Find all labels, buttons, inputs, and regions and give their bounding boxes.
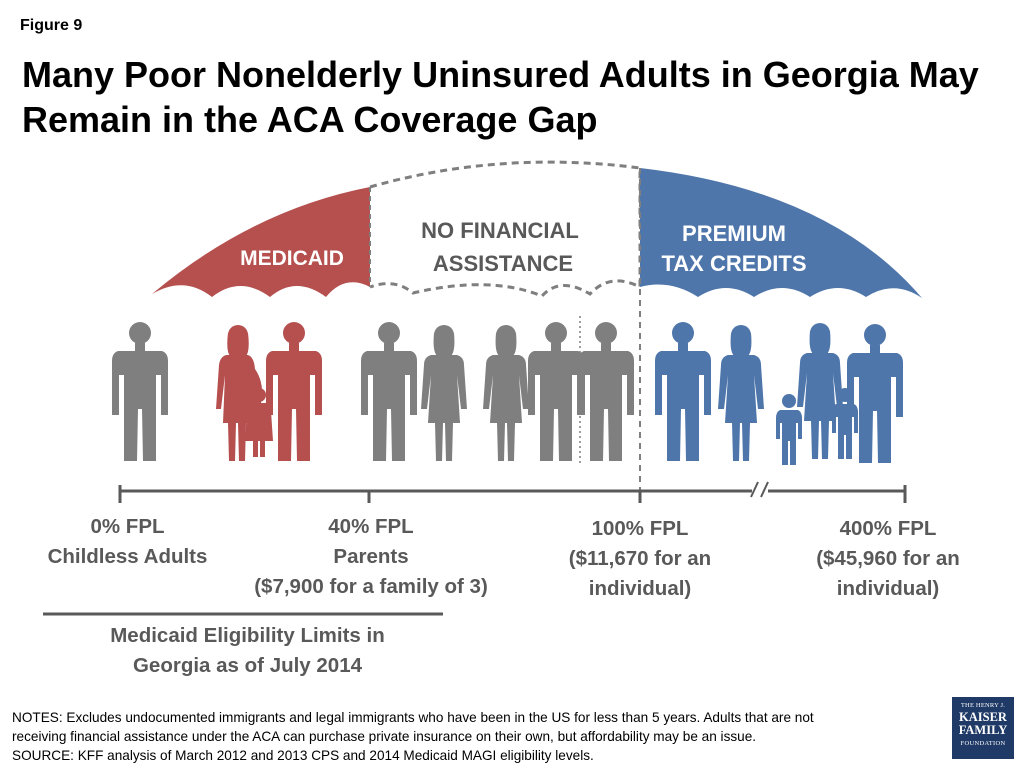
credits-man-silhouette: [655, 322, 711, 461]
fpl40-amount: ($7,900 for a family of 3): [254, 575, 488, 598]
gap-woman-2-silhouette: [483, 325, 529, 461]
kff-logo: THE HENRY J. KAISER FAMILY FOUNDATION: [952, 697, 1014, 759]
tax-credits-label-1: PREMIUM: [682, 221, 786, 246]
chart-title: Many Poor Nonelderly Uninsured Adults in…: [22, 54, 979, 140]
eligibility-caption: Medicaid Eligibility Limits in Georgia a…: [60, 621, 435, 681]
axis-break-mark-2: [760, 481, 769, 498]
eligibility-caption-line2: Georgia as of July 2014: [132, 654, 363, 677]
fpl400-amount: ($45,960 for an: [816, 547, 960, 570]
credits-child-2-silhouette: [832, 388, 858, 459]
tax-credits-canopy: [640, 168, 922, 298]
fpl100-percent: 100% FPL: [591, 517, 689, 540]
logo-line-1: THE HENRY J.: [960, 702, 1006, 709]
fpl0-group: Childless Adults: [47, 545, 208, 568]
gap-woman-1-silhouette: [421, 325, 467, 461]
father-silhouette: [266, 322, 322, 461]
fpl400-percent: 400% FPL: [839, 517, 937, 540]
childless-adult-silhouette: [112, 322, 168, 461]
medicaid-label: MEDICAID: [240, 247, 344, 270]
fpl100-label: 100% FPL ($11,670 for an individual): [540, 514, 740, 604]
credits-woman-silhouette: [718, 325, 764, 461]
logo-line-3: FAMILY: [958, 723, 1008, 737]
notes-line-1: NOTES: Excludes undocumented immigrants …: [12, 710, 814, 725]
no-assistance-canopy: [369, 160, 642, 298]
notes-line-2: receiving financial assistance under the…: [12, 729, 757, 744]
axis-break-mark-1: [750, 481, 759, 498]
figure-label: Figure 9: [20, 17, 83, 34]
eligibility-caption-line1: Medicaid Eligibility Limits in: [110, 624, 385, 647]
fpl40-group: Parents: [333, 545, 409, 568]
logo-line-2: KAISER: [959, 710, 1007, 724]
credits-father-silhouette: [847, 324, 903, 463]
fpl40-label: 40% FPL Parents ($7,900 for a family of …: [226, 512, 516, 602]
logo-line-4: FOUNDATION: [960, 740, 1006, 747]
fpl0-percent: 0% FPL: [90, 515, 165, 538]
gap-man-3-silhouette: [578, 322, 634, 461]
no-assistance-label-2: ASSISTANCE: [433, 251, 573, 276]
no-assistance-label-1: NO FINANCIAL: [421, 218, 579, 243]
fpl100-unit: individual): [588, 577, 692, 600]
fpl0-label: 0% FPL Childless Adults: [20, 512, 235, 572]
fpl400-unit: individual): [836, 577, 940, 600]
notes-block: NOTES: Excludes undocumented immigrants …: [12, 708, 932, 765]
gap-man-2-silhouette: [528, 322, 584, 461]
gap-man-1-silhouette: [361, 322, 417, 461]
fpl400-label: 400% FPL ($45,960 for an individual): [788, 514, 988, 604]
credits-mother-silhouette: [797, 323, 843, 459]
tax-credits-label-2: TAX CREDITS: [661, 251, 806, 276]
fpl40-percent: 40% FPL: [328, 515, 414, 538]
fpl100-amount: ($11,670 for an: [568, 547, 712, 570]
medicaid-canopy: [152, 187, 370, 297]
source-line: SOURCE: KFF analysis of March 2012 and 2…: [12, 748, 594, 763]
